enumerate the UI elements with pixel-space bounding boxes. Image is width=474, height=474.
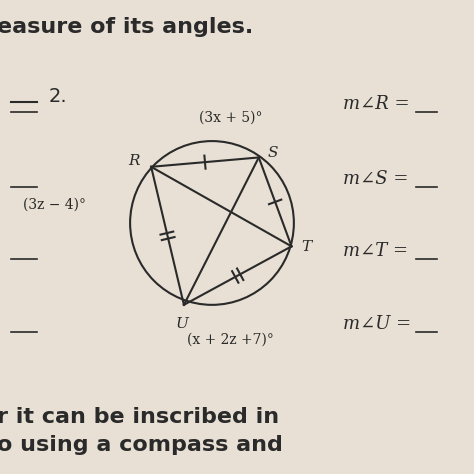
Text: m∠S =: m∠S = [343,170,409,188]
Text: m∠T =: m∠T = [343,242,408,260]
Text: o using a compass and: o using a compass and [0,435,283,455]
Text: (3z − 4)°: (3z − 4)° [23,197,86,211]
Text: m∠R =: m∠R = [343,95,410,113]
Text: R: R [128,154,139,168]
Text: 2.: 2. [48,87,67,106]
Text: (x + 2z +7)°: (x + 2z +7)° [187,333,274,347]
Text: r it can be inscribed in: r it can be inscribed in [0,407,279,427]
Text: (3x + 5)°: (3x + 5)° [199,111,263,125]
Text: S: S [267,146,278,160]
Text: m∠U =: m∠U = [343,315,411,333]
Text: T: T [301,240,311,254]
Text: U: U [175,317,188,330]
Text: easure of its angles.: easure of its angles. [0,17,253,37]
